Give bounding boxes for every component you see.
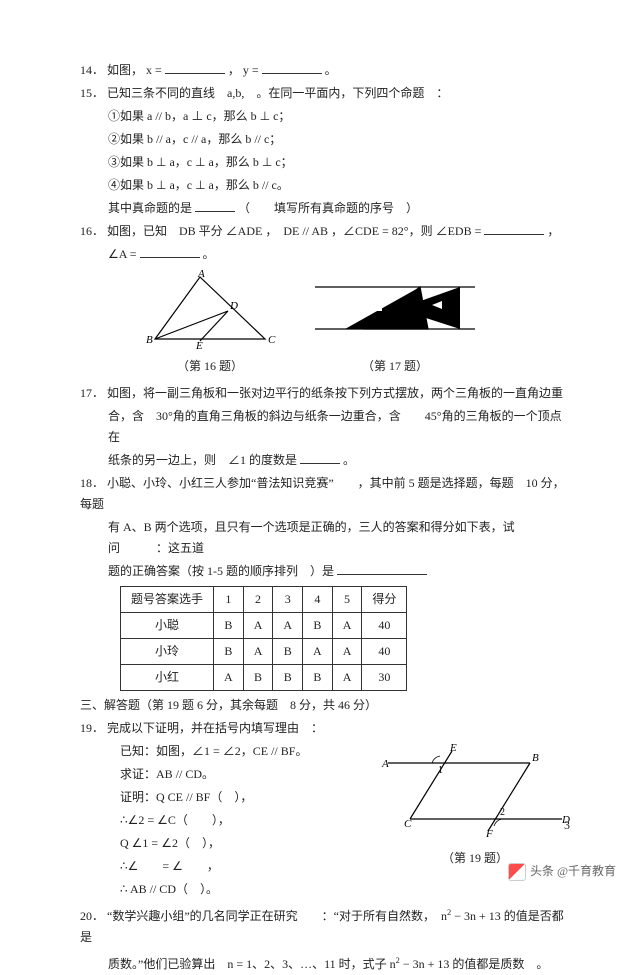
q14-comma: ， bbox=[228, 63, 240, 77]
q15-c1: ①如果 a // b，a ⊥ c，那么 b ⊥ c； bbox=[80, 106, 570, 127]
exam-page: 14． 如图， x = ， y = 。 15． 已知三条不同的直线 a,b, 。… bbox=[0, 0, 640, 906]
q15: 15． 已知三条不同的直线 a,b, 。在同一平面内，下列四个命题 ： bbox=[80, 83, 570, 104]
th: 5 bbox=[332, 587, 362, 613]
q17-l2: 合，含 30°角的直角三角板的斜边与纸条一边重合，含 45°角的三角板的一个顶点… bbox=[80, 406, 570, 448]
svg-text:C: C bbox=[268, 334, 276, 346]
q16-t2: ， bbox=[547, 224, 559, 238]
table-row: 小聪BAABA40 bbox=[121, 613, 407, 639]
q19-l1: 已知：如图，∠1 = ∠2，CE // BF。 bbox=[80, 741, 360, 762]
q20-l1a: “数学兴趣小组”的几名同学正在研究 ：“对于所有自然数， n bbox=[107, 909, 447, 923]
q17-period: 。 bbox=[343, 453, 355, 467]
fig17: （第 17 题） bbox=[310, 269, 480, 377]
fig16-cap: （第 16 题） bbox=[140, 356, 280, 377]
fig-row-16-17: A B C D E （第 16 题） （第 17 题） bbox=[80, 269, 570, 377]
q14-t1: 如图， bbox=[107, 63, 143, 77]
fig16: A B C D E （第 16 题） bbox=[140, 269, 280, 377]
blank bbox=[262, 62, 322, 74]
th: 1 bbox=[214, 587, 244, 613]
q19: 19． 完成以下证明，并在括号内填写理由 ： bbox=[80, 718, 570, 739]
q15-lead: 已知三条不同的直线 a,b, 。在同一平面内，下列四个命题 ： bbox=[107, 86, 448, 100]
q19-l7: ∴ AB // CD（ ）。 bbox=[80, 879, 360, 900]
q16-line2: ∠A = 。 bbox=[80, 244, 570, 265]
q15-num: 15． bbox=[80, 86, 104, 100]
q17-l3-wrap: 纸条的另一边上，则 ∠1 的度数是 。 bbox=[80, 450, 570, 471]
q15-c2: ②如果 b // a，c // a，那么 b // c； bbox=[80, 129, 570, 150]
svg-text:A: A bbox=[381, 758, 389, 770]
q20-l2a: 质数。”他们已验算出 n = 1、2、3、…、11 时，式子 n bbox=[108, 957, 396, 971]
toutiao-icon bbox=[508, 863, 526, 881]
svg-text:B: B bbox=[146, 334, 153, 346]
q19-l5: Q ∠1 = ∠2（ ）， bbox=[80, 833, 360, 854]
th: 4 bbox=[303, 587, 333, 613]
q14-y: y = bbox=[243, 63, 259, 77]
q16-num: 16． bbox=[80, 224, 104, 238]
q15-tail-a: 其中真命题的是 bbox=[108, 201, 192, 215]
q16-t4: 。 bbox=[203, 247, 215, 261]
blank bbox=[195, 200, 235, 212]
q19-l6: ∴∠ = ∠ ， bbox=[80, 856, 360, 877]
q18-l3: 题的正确答案（按 1-5 题的顺序排列 ）是 bbox=[108, 564, 334, 578]
page-number: 3 bbox=[564, 815, 570, 836]
svg-text:C: C bbox=[404, 818, 412, 830]
q19-l4: ∴∠2 = ∠C（ ）， bbox=[80, 810, 360, 831]
fig17-cap: （第 17 题） bbox=[310, 356, 480, 377]
svg-text:F: F bbox=[485, 828, 493, 840]
th: 题号答案选手 bbox=[121, 587, 214, 613]
svg-text:E: E bbox=[195, 340, 203, 349]
q17: 17． 如图，将一副三角板和一张对边平行的纸条按下列方式摆放，两个三角板的一直角… bbox=[80, 383, 570, 404]
q18: 18． 小聪、小玲、小红三人参加“普法知识竞赛” ，其中前 5 题是选择题，每题… bbox=[80, 473, 570, 515]
blank bbox=[140, 246, 200, 258]
q18-table: 题号答案选手 1 2 3 4 5 得分 小聪BAABA40 小玲BABAA40 … bbox=[120, 586, 407, 691]
blank bbox=[300, 452, 340, 464]
q15-c4: ④如果 b ⊥ a，c ⊥ a，那么 b // c。 bbox=[80, 175, 570, 196]
table-row: 小红ABBBA30 bbox=[121, 665, 407, 691]
q20: 20． “数学兴趣小组”的几名同学正在研究 ：“对于所有自然数， n2 − 3n… bbox=[80, 906, 570, 948]
q15-tail-b: （ 填写所有真命题的序号 ） bbox=[238, 201, 418, 215]
q16: 16． 如图，已知 DB 平分 ∠ADE ， DE // AB ，∠CDE = … bbox=[80, 221, 570, 242]
th: 3 bbox=[273, 587, 303, 613]
q19-l3: 证明：Q CE // BF（ ）， bbox=[80, 787, 360, 808]
q15-tail: 其中真命题的是 （ 填写所有真命题的序号 ） bbox=[80, 198, 570, 219]
q14-x: x = bbox=[146, 63, 162, 77]
q14-period: 。 bbox=[325, 63, 337, 77]
svg-text:A: A bbox=[197, 269, 205, 280]
svg-text:2: 2 bbox=[500, 807, 505, 818]
q14: 14． 如图， x = ， y = 。 bbox=[80, 60, 570, 81]
svg-text:E: E bbox=[449, 742, 457, 754]
q20-l2b: − 3n + 13 的值都是质数 。 bbox=[400, 957, 549, 971]
q18-l2: 有 A、B 两个选项，且只有一个选项是正确的，三人的答案和得分如下表，试问 ：这… bbox=[80, 517, 570, 559]
q18-num: 18． bbox=[80, 476, 104, 490]
q20-l2: 质数。”他们已验算出 n = 1、2、3、…、11 时，式子 n2 − 3n +… bbox=[80, 954, 570, 975]
blank bbox=[484, 223, 544, 235]
table-row: 题号答案选手 1 2 3 4 5 得分 bbox=[121, 587, 407, 613]
th: 2 bbox=[243, 587, 273, 613]
q19-l2: 求证：AB // CD。 bbox=[80, 764, 360, 785]
q17-num: 17． bbox=[80, 386, 104, 400]
svg-text:B: B bbox=[532, 752, 539, 764]
q20-num: 20． bbox=[80, 909, 104, 923]
svg-text:D: D bbox=[229, 300, 238, 312]
q18-l1: 小聪、小玲、小红三人参加“普法知识竞赛” ，其中前 5 题是选择题，每题 10 … bbox=[80, 476, 565, 511]
q19-body: 已知：如图，∠1 = ∠2，CE // BF。 求证：AB // CD。 证明：… bbox=[80, 741, 570, 902]
watermark: 头条 @千育教育 bbox=[508, 861, 616, 882]
q19-num: 19． bbox=[80, 721, 104, 735]
watermark-text: 头条 @千育教育 bbox=[530, 861, 616, 882]
q17-l3: 纸条的另一边上，则 ∠1 的度数是 bbox=[108, 453, 297, 467]
table-row: 小玲BABAA40 bbox=[121, 639, 407, 665]
blank bbox=[165, 62, 225, 74]
q18-l3-wrap: 题的正确答案（按 1-5 题的顺序排列 ）是 bbox=[80, 561, 570, 582]
fig19: A B C D E F 1 2 （第 19 题） bbox=[380, 741, 570, 869]
blank bbox=[337, 563, 427, 575]
q14-num: 14． bbox=[80, 63, 104, 77]
section-3: 三、解答题（第 19 题 6 分，其余每题 8 分，共 46 分） bbox=[80, 695, 570, 716]
th: 得分 bbox=[362, 587, 407, 613]
q17-l1: 如图，将一副三角板和一张对边平行的纸条按下列方式摆放，两个三角板的一直角边重 bbox=[107, 386, 563, 400]
q16-t1: 如图，已知 DB 平分 ∠ADE ， DE // AB ，∠CDE = 82°，… bbox=[107, 224, 481, 238]
svg-text:1: 1 bbox=[438, 765, 443, 776]
q19-lead: 完成以下证明，并在括号内填写理由 ： bbox=[107, 721, 323, 735]
q15-c3: ③如果 b ⊥ a，c ⊥ a，那么 b ⊥ c； bbox=[80, 152, 570, 173]
q16-t3: ∠A = bbox=[108, 247, 137, 261]
